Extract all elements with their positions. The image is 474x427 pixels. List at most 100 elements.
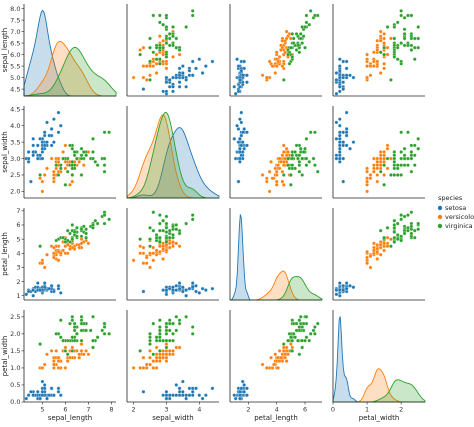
y-tick-label: 2.0 [10,188,20,196]
point-virginica-34 [65,352,70,357]
point-setosa-48 [174,288,179,292]
point-virginica-40 [79,153,84,158]
point-versicolor-47 [68,355,72,360]
point-setosa-49 [334,137,339,141]
point-virginica-44 [174,227,179,232]
point-virginica-23 [392,166,397,171]
point-virginica-30 [304,20,309,25]
point-virginica-46 [289,45,293,50]
point-versicolor-48 [148,265,152,270]
point-versicolor-36 [167,349,172,353]
point-virginica-0 [70,314,75,319]
y-tick-label: 7.0 [10,28,20,36]
point-versicolor-12 [63,366,68,370]
point-versicolor-16 [382,61,386,66]
point-versicolor-44 [277,166,282,171]
point-versicolor-49 [158,250,162,254]
point-versicolor-17 [276,366,280,370]
point-versicolor-37 [141,355,146,360]
point-virginica-3 [297,160,302,164]
point-setosa-49 [334,288,339,292]
point-setosa-46 [171,84,175,89]
point-versicolor-29 [151,366,156,370]
point-setosa-39 [181,389,185,394]
point-setosa-16 [194,289,198,294]
point-versicolor-29 [151,258,156,263]
point-versicolor-40 [151,245,156,250]
point-versicolor-48 [148,362,152,367]
point-versicolor-30 [368,254,373,258]
point-virginica-46 [70,335,75,340]
point-virginica-49 [290,55,295,59]
point-setosa-46 [238,84,242,89]
x-tick-label: 5 [40,406,44,414]
point-versicolor-49 [375,59,380,64]
point-virginica-46 [289,335,293,340]
point-setosa-14 [58,393,63,398]
point-setosa-44 [164,389,169,394]
point-virginica-26 [286,163,290,167]
point-setosa-42 [351,285,356,290]
point-virginica-43 [171,224,175,229]
point-virginica-26 [392,163,397,167]
point-versicolor-30 [52,362,56,367]
y-axis-label-sepal_width: sepal_width [1,131,9,172]
point-setosa-49 [238,78,242,82]
point-virginica-49 [392,235,397,240]
point-versicolor-35 [177,345,182,350]
point-virginica-24 [402,146,407,151]
point-setosa-14 [197,57,202,62]
point-versicolor-43 [365,179,369,184]
point-versicolor-36 [79,241,84,246]
point-versicolor-17 [365,250,369,254]
point-versicolor-13 [378,160,383,164]
point-setosa-43 [190,281,195,285]
point-versicolor-36 [79,349,84,353]
point-setosa-43 [344,73,349,78]
point-virginica-44 [298,146,303,151]
point-virginica-41 [84,235,88,240]
point-setosa-32 [200,286,205,291]
point-virginica-10 [171,331,175,336]
point-versicolor-31 [365,255,369,260]
point-setosa-41 [26,393,31,398]
point-setosa-42 [240,379,245,384]
point-virginica-31 [107,217,111,222]
point-virginica-17 [406,213,410,217]
point-setosa-44 [35,156,40,161]
point-setosa-24 [245,80,249,85]
point-versicolor-43 [141,366,146,370]
point-setosa-22 [337,137,342,141]
point-virginica-33 [290,163,295,167]
point-setosa-8 [337,160,342,164]
point-versicolor-22 [382,173,386,177]
point-virginica-20 [298,32,303,36]
point-virginica-42 [154,57,159,62]
point-virginica-49 [61,156,65,161]
point-setosa-37 [164,89,169,94]
point-versicolor-43 [40,179,45,184]
point-versicolor-2 [382,32,386,36]
point-virginica-9 [91,137,95,141]
point-virginica-36 [70,318,75,323]
point-setosa-21 [42,133,47,138]
point-virginica-44 [416,146,421,151]
kde-virginica-sepal_width [126,111,219,199]
point-virginica-44 [79,227,84,232]
point-virginica-32 [158,228,162,233]
point-virginica-21 [287,61,292,66]
point-virginica-37 [296,338,300,343]
point-setosa-47 [187,393,192,398]
point-versicolor-32 [154,252,159,257]
point-versicolor-6 [174,345,179,350]
point-virginica-34 [151,50,156,55]
point-virginica-3 [161,45,165,50]
point-setosa-40 [29,179,33,184]
point-versicolor-48 [260,173,265,177]
point-virginica-29 [164,25,169,29]
point-virginica-19 [63,349,68,353]
point-setosa-6 [177,84,182,89]
point-versicolor-39 [148,355,152,360]
point-virginica-47 [291,41,296,45]
legend-title: species [438,194,463,202]
